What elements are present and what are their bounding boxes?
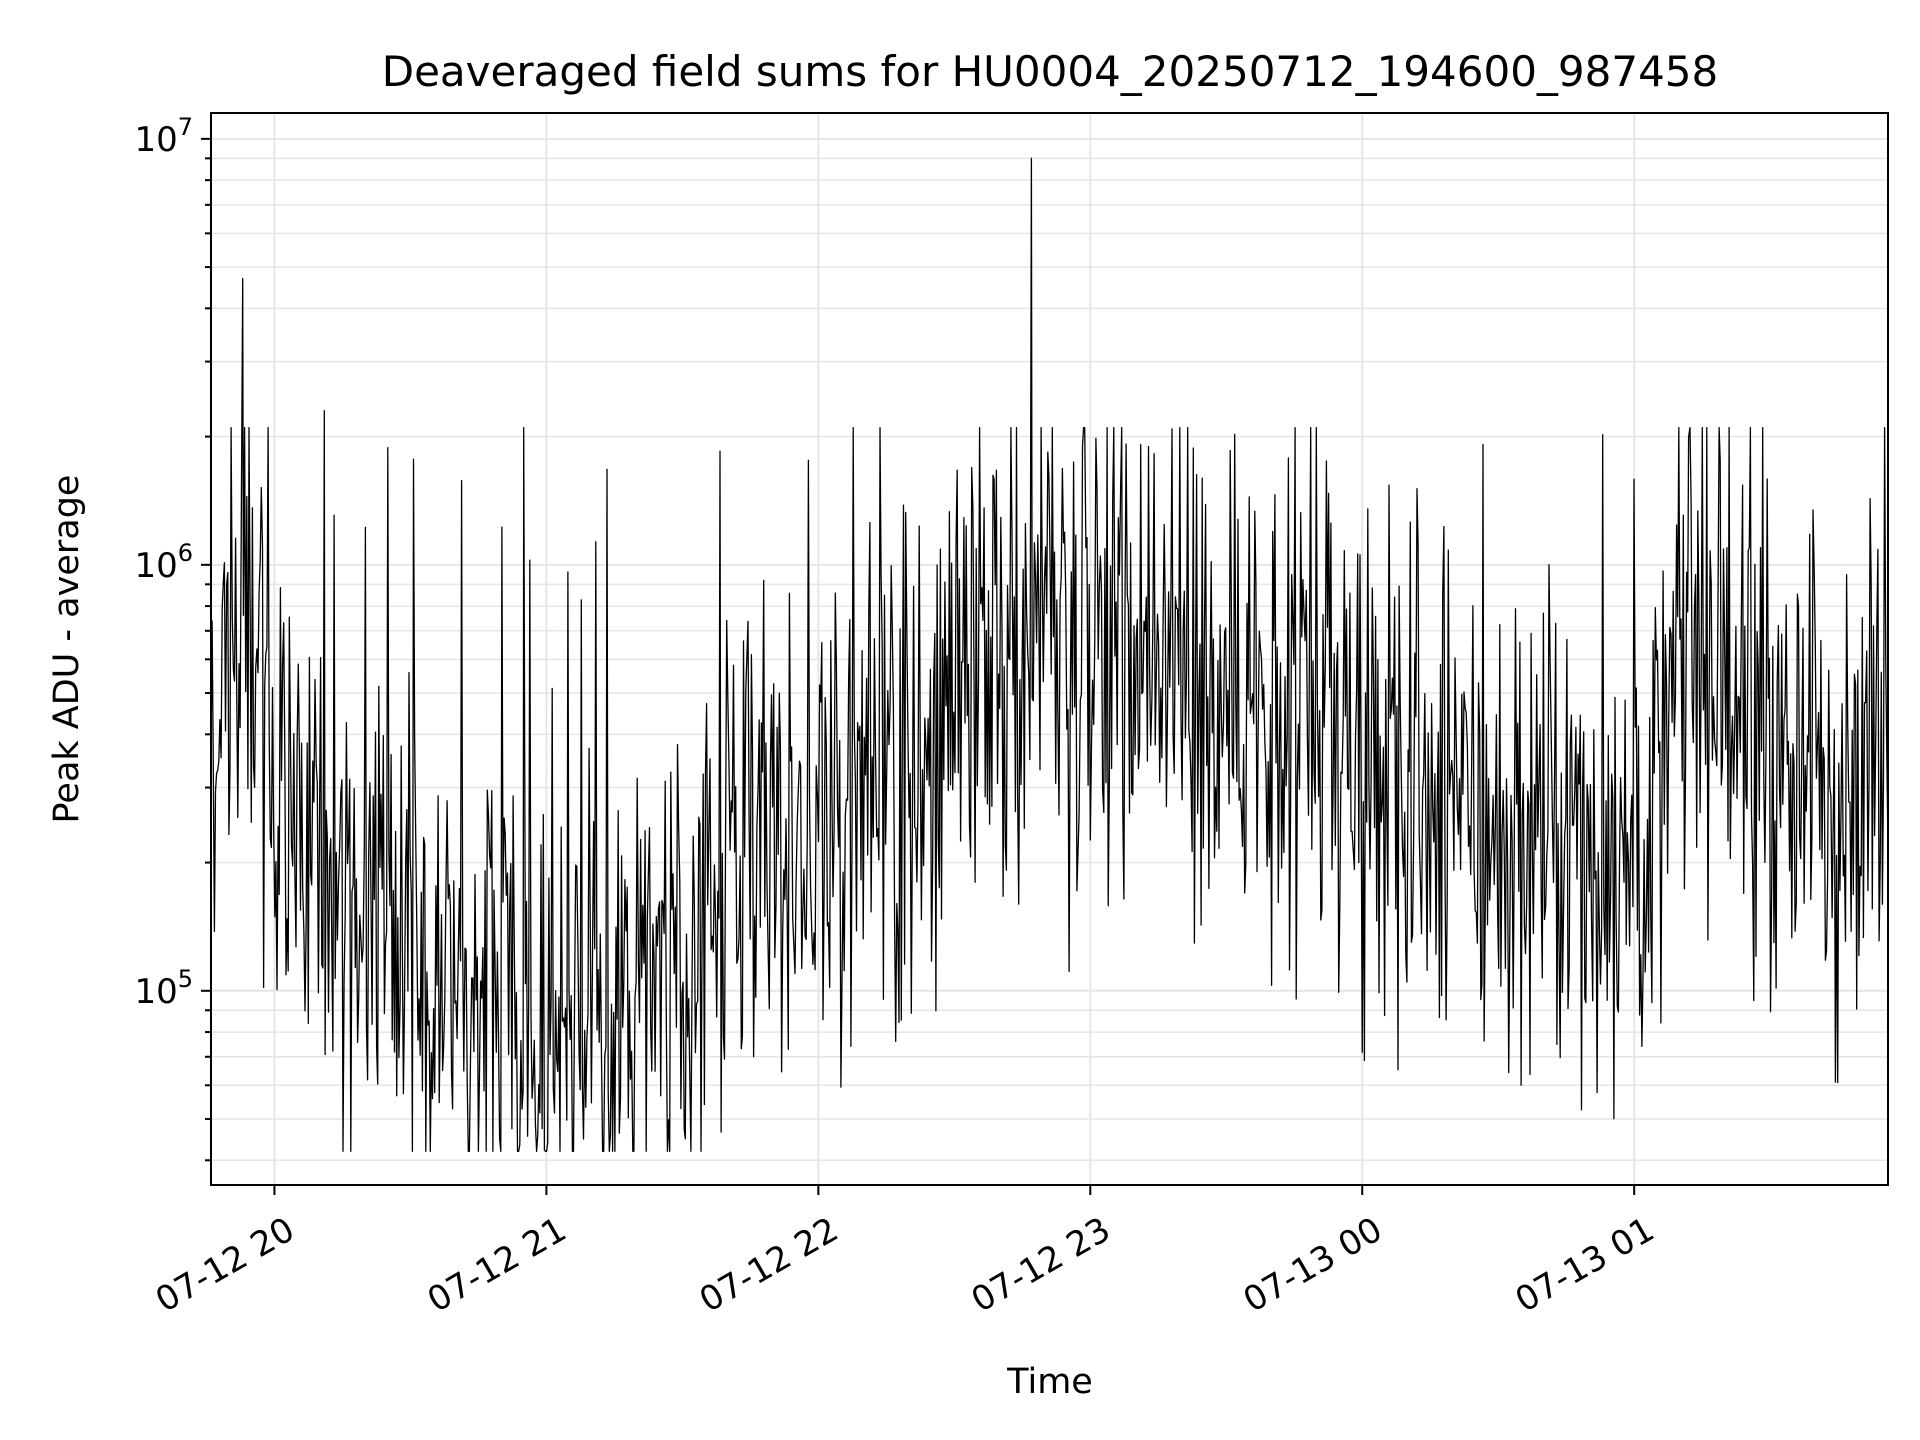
y-tick-exponent: 6 [178, 539, 193, 567]
y-tick-label: 107 [134, 113, 193, 160]
y-tick-label: 106 [134, 539, 193, 586]
y-axis-label: Peak ADU - average [47, 475, 87, 824]
x-axis-label: Time [1006, 1362, 1093, 1402]
y-tick-base: 10 [134, 120, 177, 160]
y-tick-base: 10 [134, 972, 177, 1012]
y-tick-exponent: 7 [178, 113, 193, 141]
series-line [211, 157, 1888, 1152]
y-tick-label: 105 [134, 965, 193, 1012]
chart-title: Deaveraged field sums for HU0004_2025071… [382, 47, 1719, 96]
series-layer [211, 157, 1888, 1152]
y-tick-base: 10 [134, 546, 177, 586]
y-tick-exponent: 5 [178, 965, 193, 993]
plot-frame [210, 112, 1889, 1186]
